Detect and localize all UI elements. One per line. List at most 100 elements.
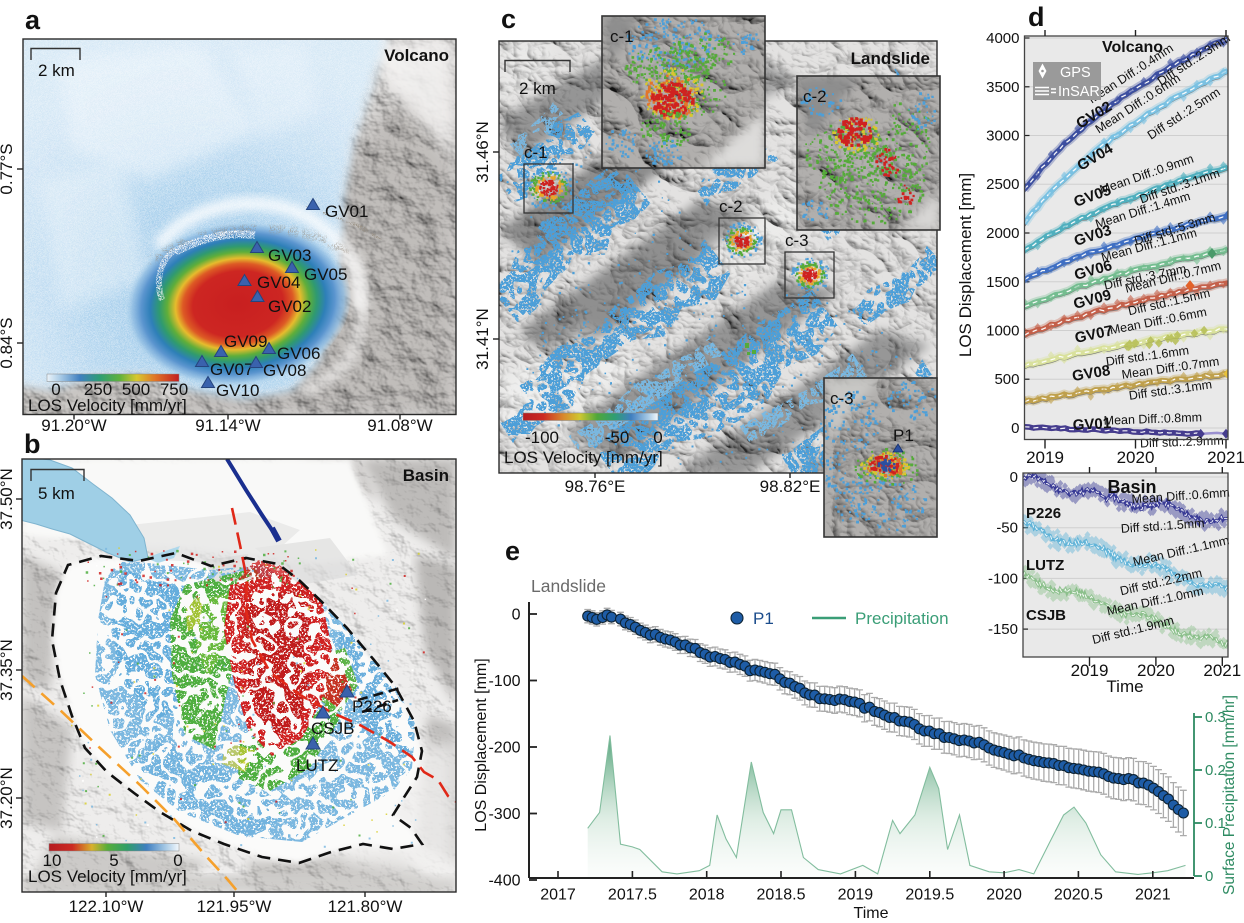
svg-text:250: 250: [84, 380, 112, 399]
svg-text:91.08°W: 91.08°W: [367, 416, 432, 435]
svg-text:LOS Displacement [mm]: LOS Displacement [mm]: [956, 173, 975, 357]
svg-text:0.84°S: 0.84°S: [0, 317, 16, 368]
svg-text:c-3: c-3: [830, 389, 854, 408]
svg-text:c-1: c-1: [610, 27, 634, 46]
svg-text:0: 0: [1205, 868, 1213, 885]
svg-text:0: 0: [51, 380, 60, 399]
svg-text:98.82°E: 98.82°E: [760, 477, 821, 496]
svg-text:122.10°W: 122.10°W: [69, 897, 144, 916]
svg-text:GV01: GV01: [1072, 415, 1111, 434]
svg-text:-400: -400: [488, 873, 520, 890]
svg-text:-300: -300: [488, 806, 520, 823]
svg-text:2500: 2500: [986, 176, 1019, 193]
svg-text:5: 5: [109, 851, 118, 870]
svg-text:Surface Precipitation [mm/hr]: Surface Precipitation [mm/hr]: [1221, 695, 1238, 895]
svg-text:Volcano: Volcano: [384, 46, 449, 65]
svg-text:2019.5: 2019.5: [905, 887, 954, 904]
svg-text:2020: 2020: [986, 887, 1022, 904]
svg-text:0: 0: [1010, 469, 1018, 486]
svg-text:InSAR: InSAR: [1058, 84, 1100, 100]
svg-text:0: 0: [512, 607, 521, 624]
svg-text:LOS Velocity [mm/yr]: LOS Velocity [mm/yr]: [504, 448, 663, 467]
svg-text:P1: P1: [893, 426, 914, 445]
svg-text:d: d: [1028, 2, 1045, 32]
svg-text:Time: Time: [1106, 677, 1143, 696]
svg-text:a: a: [25, 5, 41, 35]
svg-text:GV01: GV01: [325, 202, 368, 221]
svg-text:c-1: c-1: [524, 143, 548, 162]
svg-text:750: 750: [160, 380, 188, 399]
svg-text:0.2: 0.2: [1205, 762, 1226, 779]
svg-text:3500: 3500: [986, 79, 1019, 96]
svg-text:2020.5: 2020.5: [1054, 887, 1103, 904]
svg-text:2021: 2021: [1203, 661, 1241, 680]
svg-text:LUTZ: LUTZ: [296, 756, 339, 775]
svg-text:c-2: c-2: [803, 87, 827, 106]
svg-text:e: e: [505, 536, 520, 566]
svg-text:2 km: 2 km: [38, 61, 75, 80]
svg-text:Basin: Basin: [403, 466, 449, 485]
svg-text:2017: 2017: [540, 887, 576, 904]
svg-text:2020: 2020: [1117, 448, 1155, 467]
svg-text:121.95°W: 121.95°W: [197, 897, 272, 916]
svg-text:0: 0: [1011, 420, 1019, 437]
svg-text:10: 10: [43, 851, 62, 870]
svg-text:1000: 1000: [986, 323, 1019, 340]
svg-text:-200: -200: [488, 740, 520, 757]
svg-text:2017.5: 2017.5: [608, 887, 657, 904]
svg-text:37.35°N: 37.35°N: [0, 639, 16, 701]
svg-text:1500: 1500: [986, 274, 1019, 291]
svg-text:CSJB: CSJB: [1026, 607, 1066, 624]
svg-text:GV05: GV05: [304, 265, 347, 284]
svg-text:c-3: c-3: [785, 231, 809, 250]
svg-text:-50: -50: [605, 428, 630, 447]
svg-text:4000: 4000: [986, 30, 1019, 47]
svg-text:2000: 2000: [986, 225, 1019, 242]
svg-text:Basin: Basin: [1107, 477, 1156, 497]
svg-text:91.20°W: 91.20°W: [41, 416, 106, 435]
svg-text:31.46°N: 31.46°N: [473, 121, 492, 183]
svg-text:Volcano: Volcano: [1102, 39, 1163, 56]
svg-text:-100: -100: [488, 673, 520, 690]
svg-text:-100: -100: [988, 570, 1018, 587]
svg-text:-100: -100: [525, 428, 559, 447]
svg-text:GV04: GV04: [257, 273, 300, 292]
svg-text:LUTZ: LUTZ: [1026, 557, 1064, 574]
svg-text:Time: Time: [854, 905, 889, 922]
svg-text:0: 0: [173, 851, 182, 870]
svg-text:0: 0: [653, 428, 662, 447]
svg-text:2021: 2021: [1207, 448, 1244, 467]
svg-text:-150: -150: [988, 621, 1018, 638]
svg-text:b: b: [24, 429, 41, 459]
svg-text:Diff std.:1.5mm: Diff std.:1.5mm: [1120, 516, 1205, 536]
svg-text:GV06: GV06: [277, 344, 320, 363]
svg-text:P226: P226: [1026, 505, 1061, 522]
svg-text:37.20°N: 37.20°N: [0, 767, 16, 829]
svg-text:GV02: GV02: [268, 297, 311, 316]
svg-text:c-2: c-2: [719, 197, 743, 216]
svg-text:3000: 3000: [986, 128, 1019, 145]
svg-text:Precipitation: Precipitation: [855, 609, 949, 628]
svg-text:P1: P1: [753, 609, 774, 628]
svg-text:2021: 2021: [1135, 887, 1171, 904]
svg-text:GV07: GV07: [210, 360, 253, 379]
svg-text:LOS Displacement [mm]: LOS Displacement [mm]: [473, 658, 490, 831]
svg-text:Landslide: Landslide: [851, 49, 930, 68]
svg-text:GV08: GV08: [263, 361, 306, 380]
svg-text:37.50°N: 37.50°N: [0, 468, 16, 530]
svg-text:91.14°W: 91.14°W: [195, 416, 260, 435]
svg-text:GPS: GPS: [1060, 65, 1091, 81]
svg-text:0.1: 0.1: [1205, 815, 1226, 832]
svg-text:31.41°N: 31.41°N: [473, 308, 492, 370]
svg-text:GV09: GV09: [224, 332, 267, 351]
svg-text:c: c: [501, 4, 516, 34]
svg-text:LOS Velocity [mm/yr]: LOS Velocity [mm/yr]: [28, 867, 187, 886]
svg-text:LOS Velocity [mm/yr]: LOS Velocity [mm/yr]: [28, 396, 187, 415]
svg-text:5 km: 5 km: [38, 484, 75, 503]
svg-text:Mean Diff.:0.6mm: Mean Diff.:0.6mm: [1131, 486, 1230, 507]
svg-text:GV08: GV08: [1071, 362, 1112, 385]
svg-text:P226: P226: [352, 697, 392, 716]
svg-text:Mean Diff.:0.8mm: Mean Diff.:0.8mm: [1103, 410, 1202, 427]
svg-text:CSJB: CSJB: [311, 719, 354, 738]
svg-text:-50: -50: [996, 520, 1018, 537]
